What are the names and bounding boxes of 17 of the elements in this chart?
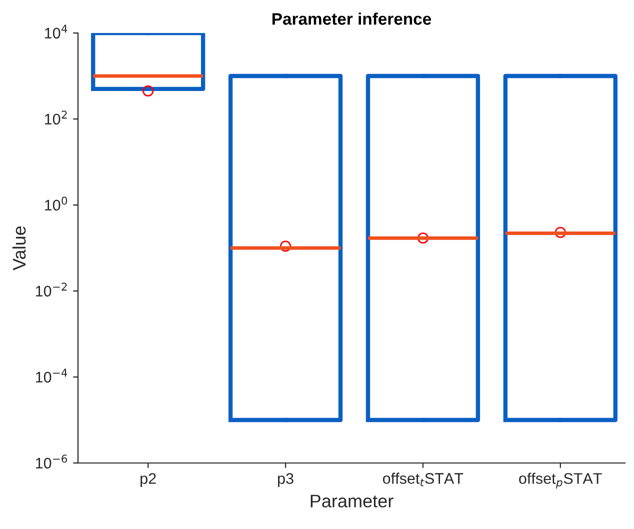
chart-title: Parameter inference [272, 12, 432, 25]
x-tick-label: p3 [278, 473, 294, 487]
y-tick-label: 10$^{−6}$ [36, 454, 68, 469]
x-tick-label: p2 [140, 473, 156, 487]
y-tick-label: 10$^{0}$ [45, 196, 68, 211]
point [280, 240, 292, 252]
x-axis-title: Parameter [310, 494, 394, 508]
y-tick-label: 10$^{2}$ [45, 110, 67, 125]
point [142, 85, 154, 96]
y-axis-title: Value [12, 226, 26, 270]
x-tick-label: offset$_{t}$STAT [382, 472, 464, 486]
x-tick-label: offset$_{p}$STAT [519, 472, 602, 489]
y-tick-label: 10$^{4}$ [45, 24, 68, 39]
point [417, 232, 429, 244]
y-tick-label: 10$^{−4}$ [36, 368, 68, 383]
y-tick-label: 10$^{−2}$ [36, 282, 67, 297]
point [554, 226, 566, 238]
